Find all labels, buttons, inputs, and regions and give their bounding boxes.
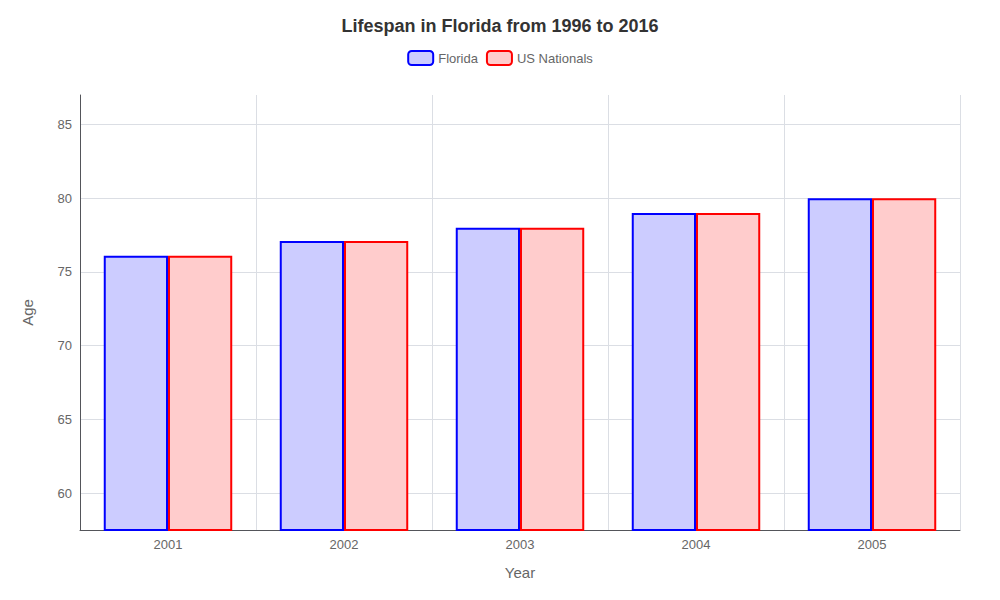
svg-text:70: 70 — [58, 338, 72, 353]
svg-text:2002: 2002 — [330, 537, 359, 552]
svg-text:85: 85 — [58, 117, 72, 132]
svg-text:80: 80 — [58, 191, 72, 206]
svg-text:2005: 2005 — [858, 537, 887, 552]
svg-text:US Nationals: US Nationals — [517, 51, 593, 66]
svg-text:Year: Year — [505, 564, 535, 581]
svg-text:Age: Age — [19, 299, 36, 326]
svg-text:65: 65 — [58, 412, 72, 427]
svg-text:60: 60 — [58, 486, 72, 501]
svg-text:2003: 2003 — [506, 537, 535, 552]
svg-text:Lifespan in Florida from 1996: Lifespan in Florida from 1996 to 2016 — [341, 16, 658, 36]
svg-text:2001: 2001 — [154, 537, 183, 552]
svg-text:2004: 2004 — [682, 537, 711, 552]
svg-text:75: 75 — [58, 264, 72, 279]
svg-text:Florida: Florida — [438, 51, 479, 66]
